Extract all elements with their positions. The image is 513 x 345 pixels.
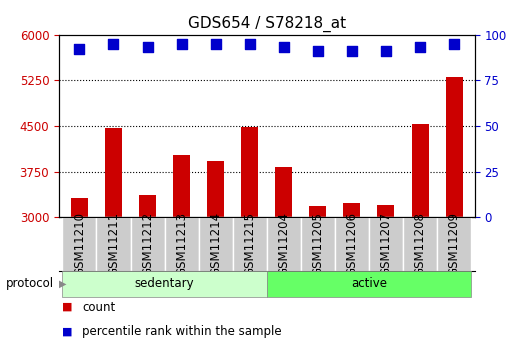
Point <box>109 41 117 47</box>
Text: GSM11210: GSM11210 <box>73 212 86 276</box>
Bar <box>241 127 258 217</box>
Point <box>450 41 458 47</box>
Bar <box>378 205 394 217</box>
Bar <box>343 203 361 217</box>
Bar <box>173 155 190 217</box>
Bar <box>71 198 88 217</box>
Text: GSM11213: GSM11213 <box>175 212 188 276</box>
Text: ▶: ▶ <box>59 279 67 289</box>
Bar <box>411 124 428 217</box>
Point <box>348 48 356 54</box>
Text: GSM11212: GSM11212 <box>141 212 154 276</box>
Point <box>416 45 424 50</box>
Text: GSM11205: GSM11205 <box>311 212 324 276</box>
Bar <box>446 77 463 217</box>
FancyBboxPatch shape <box>233 217 267 271</box>
Text: ■: ■ <box>62 326 72 336</box>
Title: GDS654 / S78218_at: GDS654 / S78218_at <box>188 16 346 32</box>
Text: GSM11214: GSM11214 <box>209 212 222 276</box>
FancyBboxPatch shape <box>437 217 471 271</box>
FancyBboxPatch shape <box>403 217 437 271</box>
FancyBboxPatch shape <box>199 217 233 271</box>
Bar <box>309 206 326 217</box>
Text: GSM11215: GSM11215 <box>243 212 256 276</box>
Text: GSM11206: GSM11206 <box>345 212 359 276</box>
FancyBboxPatch shape <box>130 217 165 271</box>
Text: active: active <box>351 277 387 290</box>
Bar <box>105 128 122 217</box>
Point <box>144 45 152 50</box>
FancyBboxPatch shape <box>63 271 267 297</box>
Point <box>314 48 322 54</box>
Bar <box>275 167 292 217</box>
FancyBboxPatch shape <box>369 217 403 271</box>
Text: GSM11208: GSM11208 <box>413 212 426 276</box>
FancyBboxPatch shape <box>301 217 335 271</box>
Bar <box>207 161 224 217</box>
Text: GSM11209: GSM11209 <box>447 212 461 276</box>
Point <box>280 45 288 50</box>
Point <box>246 41 254 47</box>
Text: percentile rank within the sample: percentile rank within the sample <box>82 325 282 338</box>
Text: protocol: protocol <box>6 277 54 290</box>
FancyBboxPatch shape <box>63 217 96 271</box>
Text: ■: ■ <box>62 302 72 312</box>
Text: GSM11211: GSM11211 <box>107 212 120 276</box>
FancyBboxPatch shape <box>165 217 199 271</box>
FancyBboxPatch shape <box>335 217 369 271</box>
FancyBboxPatch shape <box>267 271 471 297</box>
FancyBboxPatch shape <box>96 217 130 271</box>
Bar <box>139 195 156 217</box>
Text: sedentary: sedentary <box>135 277 194 290</box>
Text: GSM11204: GSM11204 <box>278 212 290 276</box>
Point <box>75 46 84 52</box>
Text: count: count <box>82 300 115 314</box>
Point <box>177 41 186 47</box>
Point <box>382 48 390 54</box>
FancyBboxPatch shape <box>267 217 301 271</box>
Point <box>211 41 220 47</box>
Text: GSM11207: GSM11207 <box>380 212 392 276</box>
